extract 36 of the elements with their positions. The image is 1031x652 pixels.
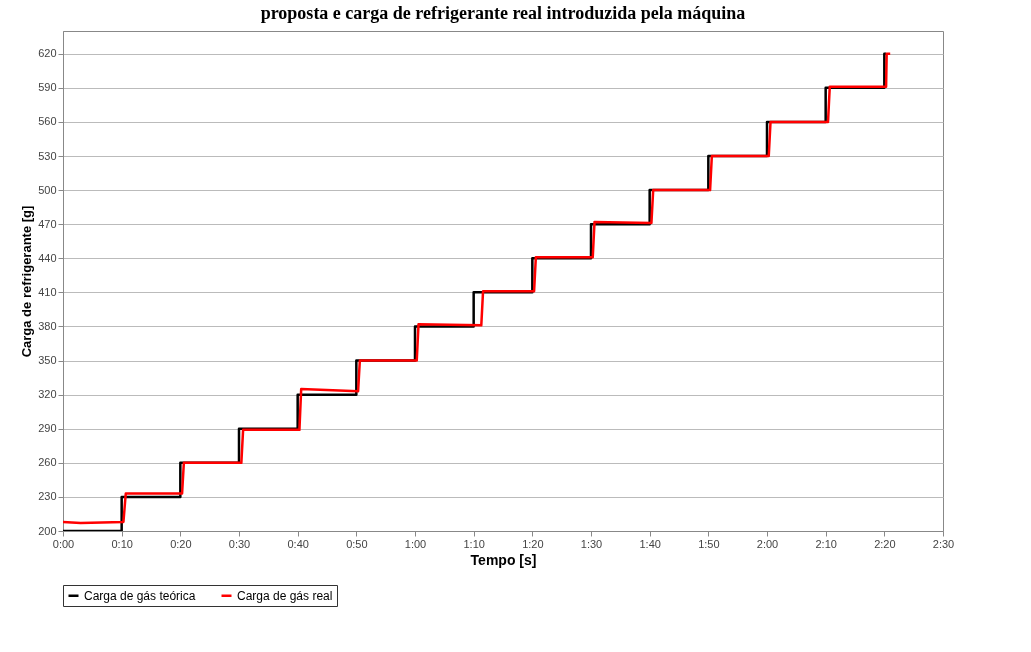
x-tick-label: 1:30 [580,537,603,550]
x-tick-label: 0:40 [287,537,309,550]
x-tick-label: 0:10 [111,537,133,550]
x-tick-label: 0:30 [228,537,251,550]
y-tick-label: 380 [38,319,57,332]
y-tick-label: 230 [38,490,57,503]
x-tick-label: 2:10 [815,537,837,550]
x-tick-label: 1:10 [463,537,485,550]
y-tick-label: 530 [38,149,57,162]
x-tick-label: 0:20 [170,537,192,550]
y-tick-label: 200 [38,524,57,537]
x-tick-label: 1:20 [522,537,544,550]
y-tick-label: 560 [38,115,57,128]
y-tick-label: 410 [38,285,57,298]
x-tick-label: 0:00 [52,537,75,550]
y-tick-label: 350 [38,354,57,367]
x-axis-title: Tempo [s] [470,551,537,568]
chart-title: proposta e carga de refrigerante real introduzida pela máquina [260,3,746,23]
legend-label: Carga de gás real [237,588,333,603]
y-tick-label: 470 [38,217,57,230]
legend-label: Carga de gás teórica [84,588,196,603]
y-tick-label: 440 [38,251,57,264]
x-tick-label: 2:00 [756,537,779,550]
y-tick-label: 290 [38,422,57,435]
x-tick-label: 2:20 [874,537,896,550]
y-tick-label: 590 [38,81,57,94]
x-tick-label: 2:30 [932,537,955,550]
y-axis-title: Carga de refrigerante [g] [19,205,35,358]
x-tick-label: 0:50 [346,537,368,550]
x-tick-label: 1:40 [639,537,661,550]
x-tick-label: 1:00 [404,537,427,550]
y-tick-label: 500 [38,183,57,196]
x-tick-label: 1:50 [698,537,720,550]
y-tick-label: 620 [38,47,57,60]
y-tick-label: 260 [38,456,57,469]
y-tick-label: 320 [38,388,57,401]
